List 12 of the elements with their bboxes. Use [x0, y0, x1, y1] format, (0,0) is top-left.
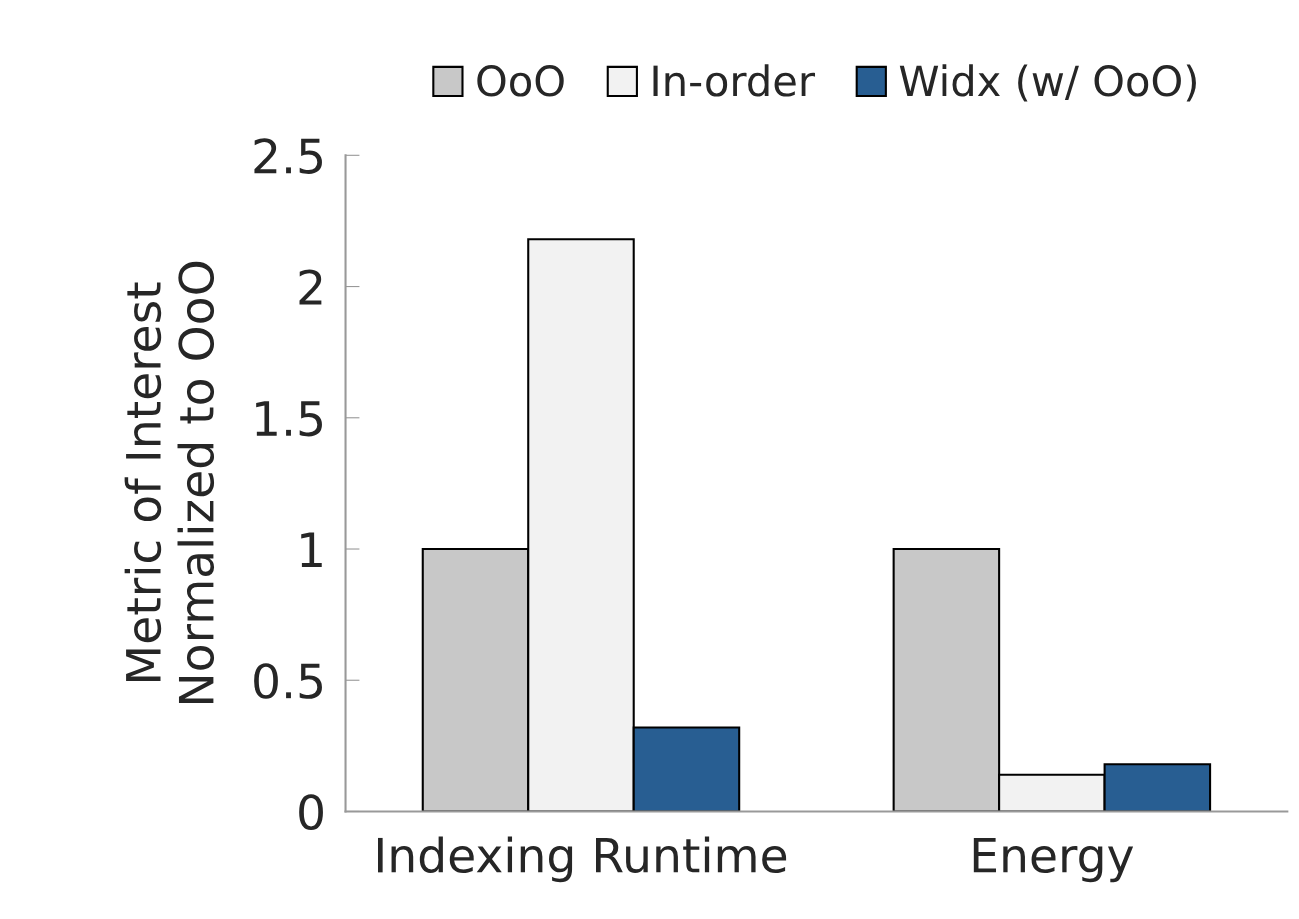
legend-label: Widx (w/ OoO)	[899, 64, 1196, 102]
x-tick-label: Energy	[973, 837, 1134, 883]
y-tick-label: 2	[299, 269, 322, 305]
y-tick-label: 0	[299, 794, 323, 831]
legend-label: OoO	[477, 65, 564, 97]
y-tick-label: 1	[301, 532, 322, 567]
y-axis-title: Metric of Interest Normalized to OoO	[124, 261, 215, 703]
legend-label: In-order	[653, 64, 816, 97]
y-tick-label: 2.5	[254, 138, 322, 174]
y-tick-label: 1.5	[256, 401, 322, 437]
y-tick-label: 0.5	[254, 663, 322, 699]
x-tick-label: Indexing Runtime	[377, 836, 787, 883]
